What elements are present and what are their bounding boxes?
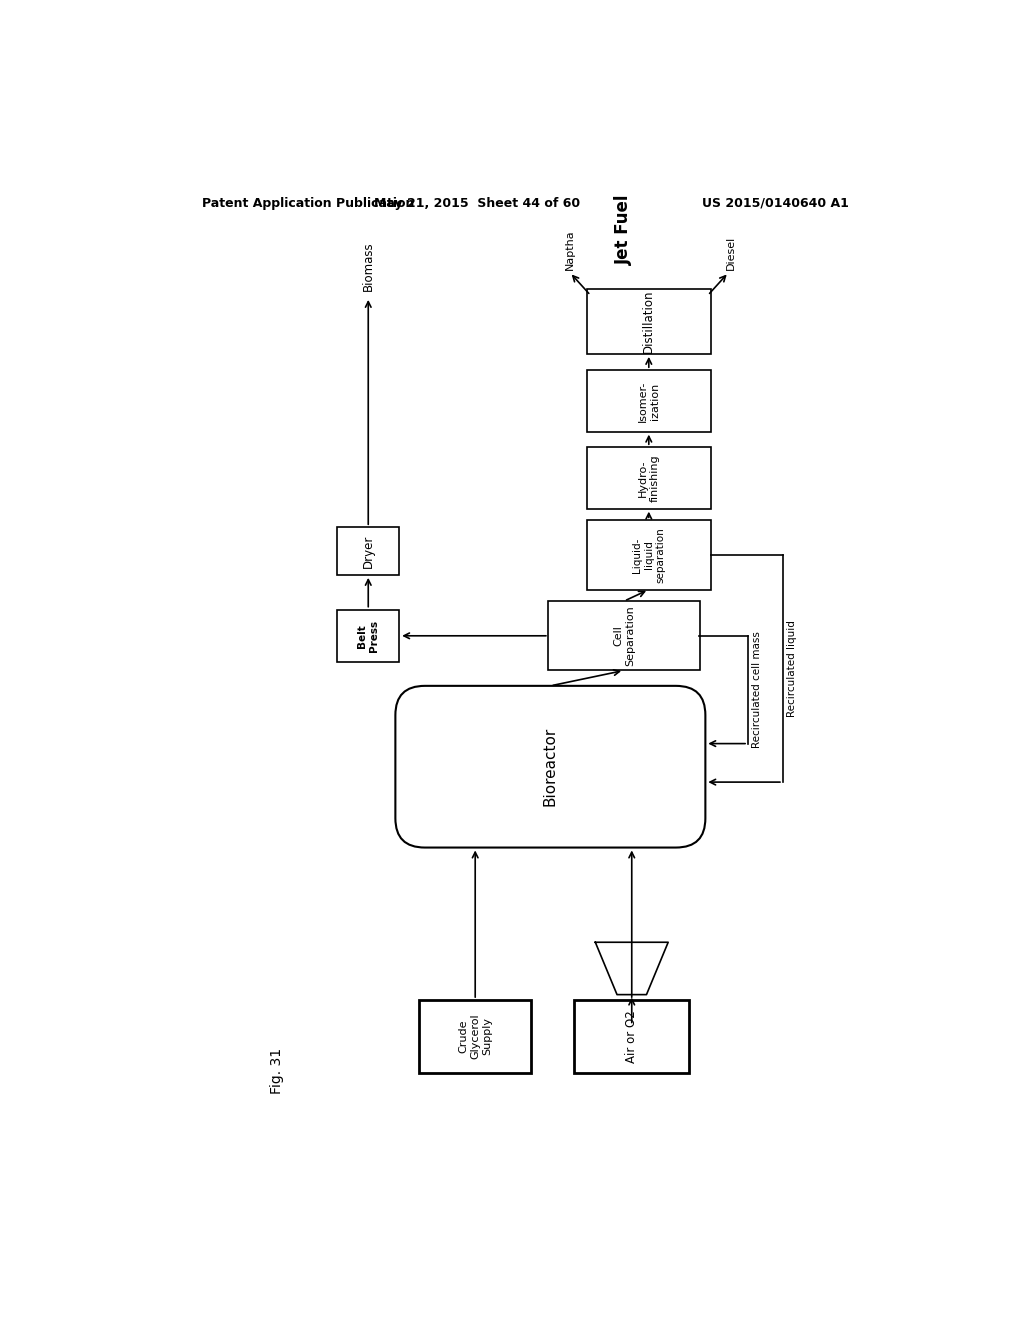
Bar [337,527,399,576]
Text: Cell
Separation: Cell Separation [613,606,635,667]
Bar [587,289,711,354]
Text: Air or O2: Air or O2 [626,1010,638,1063]
Text: Belt
Press: Belt Press [357,619,379,652]
Text: Isomer-
ization: Isomer- ization [638,380,659,421]
Text: Bioreactor: Bioreactor [543,727,558,807]
Text: Crude
Glycerol
Supply: Crude Glycerol Supply [459,1014,492,1059]
Text: Recirculated cell mass: Recirculated cell mass [753,631,762,748]
Bar [337,610,399,663]
FancyBboxPatch shape [395,686,706,847]
Bar [549,601,699,671]
Text: Liquid-
liquid
separation: Liquid- liquid separation [632,527,666,583]
Text: Recirculated liquid: Recirculated liquid [787,620,797,717]
Text: Patent Application Publication: Patent Application Publication [202,197,414,210]
Text: Naptha: Naptha [565,230,574,271]
Text: May 21, 2015  Sheet 44 of 60: May 21, 2015 Sheet 44 of 60 [374,197,580,210]
Text: Jet Fuel: Jet Fuel [615,194,633,264]
Text: Distillation: Distillation [642,290,655,354]
Text: Diesel: Diesel [726,236,736,271]
Bar [419,999,531,1073]
Text: US 2015/0140640 A1: US 2015/0140640 A1 [701,197,849,210]
Text: Biomass: Biomass [361,242,375,290]
Bar [587,520,711,590]
Text: Dryer: Dryer [361,535,375,568]
Text: Hydro-
finishing: Hydro- finishing [638,454,659,502]
Bar [574,999,689,1073]
Bar [587,447,711,508]
Bar [587,370,711,432]
Text: Fig. 31: Fig. 31 [269,1048,284,1094]
